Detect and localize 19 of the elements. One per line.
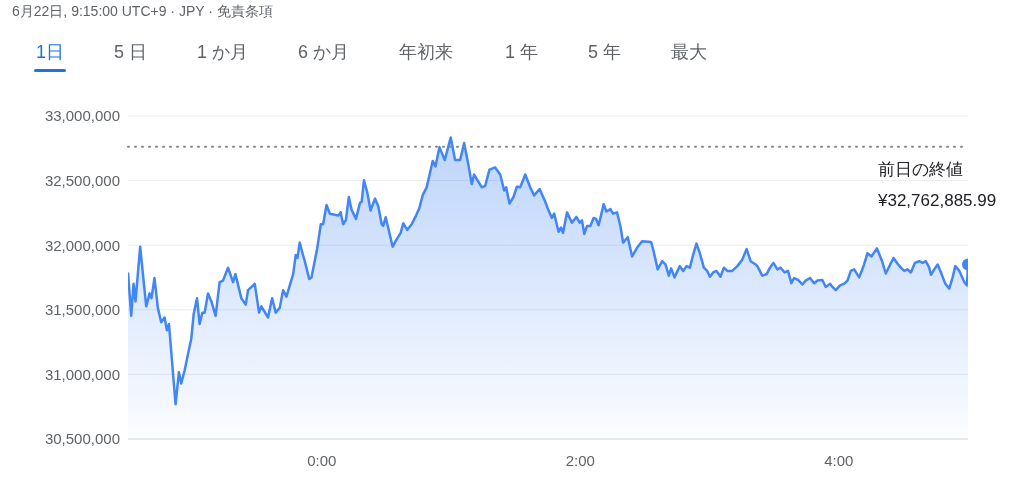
y-tick-label: 33,000,000 bbox=[44, 107, 120, 125]
text: 1日 bbox=[36, 42, 65, 62]
y-tick-label: 30,500,000 bbox=[44, 430, 120, 448]
text: 5 日 bbox=[114, 42, 148, 62]
y-tick-label: 32,000,000 bbox=[44, 236, 120, 254]
y-tick-label: 31,000,000 bbox=[44, 365, 120, 383]
text: 1 年 bbox=[505, 42, 539, 62]
x-tick-label: 4:00 bbox=[824, 451, 854, 469]
text: 5 年 bbox=[588, 42, 622, 62]
x-tick-label: 0:00 bbox=[307, 451, 337, 469]
y-tick-label: 32,500,000 bbox=[44, 171, 120, 189]
text: 1 か月 bbox=[197, 42, 249, 62]
ref-line-label: 前日の終値 ¥32,762,885.99 bbox=[878, 158, 997, 212]
x-tick-label: 2:00 bbox=[565, 451, 595, 469]
text: 6 か月 bbox=[298, 42, 350, 62]
text: 最大 bbox=[671, 42, 708, 62]
text: 年初来 bbox=[399, 42, 454, 62]
chart-title: 6月22日, 9:15:00 UTC+9 · JPY · 免責条項 bbox=[12, 3, 273, 21]
y-tick-label: 31,500,000 bbox=[44, 301, 120, 319]
